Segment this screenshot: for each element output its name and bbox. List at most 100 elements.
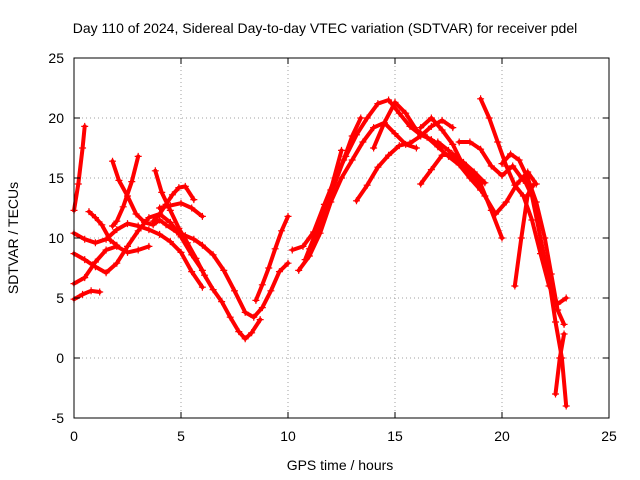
data-point (340, 156, 348, 164)
grid (74, 58, 609, 418)
data-point (449, 140, 457, 148)
series-sat-27 (552, 330, 568, 398)
data-point (305, 245, 313, 253)
series-line (478, 96, 569, 306)
data-point (258, 281, 266, 289)
data-point (284, 212, 292, 220)
y-axis-label: SDTVAR / TECUs (5, 182, 21, 294)
series-sat-7 (109, 157, 292, 321)
data-point (168, 191, 176, 199)
data-point (91, 258, 99, 266)
data-point (528, 192, 536, 200)
data-point (96, 288, 104, 296)
data-point (316, 222, 324, 230)
data-point (445, 146, 452, 154)
data-point (338, 146, 345, 154)
y-tick-label: 15 (48, 170, 64, 186)
data-point (85, 208, 93, 216)
data-point (265, 264, 273, 272)
data-point (209, 286, 217, 294)
data-point (295, 266, 303, 274)
series-sat-14 (288, 96, 446, 254)
data-point (87, 287, 95, 295)
data-point (192, 254, 200, 262)
series-sat-9 (151, 167, 264, 343)
data-point (151, 167, 159, 175)
data-point (156, 204, 164, 212)
data-point (406, 139, 414, 147)
data-point (109, 157, 117, 165)
data-point (427, 114, 435, 122)
data-point (299, 242, 307, 250)
series-line (307, 148, 344, 251)
data-point (288, 246, 296, 254)
data-point (352, 197, 360, 205)
series-sat-6 (85, 208, 121, 249)
data-point (119, 203, 127, 211)
series-line (296, 120, 419, 273)
data-point (466, 138, 474, 146)
data-point (134, 227, 142, 235)
data-point (380, 119, 388, 127)
data-point (175, 184, 183, 192)
data-point (156, 210, 164, 218)
data-point (552, 318, 559, 326)
data-point (256, 316, 264, 324)
data-point (235, 328, 243, 336)
data-point (481, 179, 489, 187)
data-point (271, 245, 279, 253)
series-sat-23 (477, 95, 570, 308)
data-point (81, 122, 89, 130)
data-point (198, 283, 206, 291)
x-tick-label: 10 (280, 428, 296, 444)
data-point (391, 98, 399, 106)
data-point (134, 246, 142, 254)
data-point (241, 335, 249, 343)
data-point (498, 172, 506, 180)
data-point (423, 133, 431, 141)
data-point (511, 181, 519, 189)
data-point (438, 151, 446, 159)
data-point (201, 271, 209, 279)
data-point (348, 132, 356, 140)
data-point (106, 236, 114, 244)
data-point (537, 234, 545, 242)
data-point (455, 138, 463, 146)
data-point (190, 235, 198, 243)
data-point (556, 354, 564, 362)
data-point (560, 320, 568, 328)
data-point (338, 174, 345, 182)
data-point (91, 239, 99, 247)
data-point (502, 198, 510, 206)
y-tick-label: -5 (52, 410, 65, 426)
y-tick-label: 5 (56, 290, 64, 306)
data-point (412, 126, 420, 134)
data-point (560, 330, 568, 338)
data-point (477, 145, 485, 153)
series-sat-8 (109, 152, 142, 230)
data-point (434, 138, 442, 146)
data-point (209, 251, 217, 259)
data-point (190, 196, 198, 204)
data-point (417, 180, 425, 188)
data-point (79, 144, 87, 152)
data-point (79, 290, 87, 298)
series-line (110, 159, 290, 320)
data-point (511, 282, 519, 290)
data-point (509, 162, 517, 170)
data-point (102, 269, 110, 277)
y-tick-label: 0 (56, 350, 64, 366)
series-sat-12 (252, 212, 292, 304)
data-point (250, 313, 258, 321)
data-point (166, 202, 174, 210)
data-point (102, 246, 110, 254)
data-point (124, 220, 131, 228)
series-line (153, 168, 263, 341)
series-sat-22 (455, 138, 527, 184)
data-point (166, 218, 174, 226)
data-point (385, 96, 393, 104)
data-point (395, 142, 403, 150)
data-point (258, 304, 266, 312)
data-point (241, 308, 249, 316)
data-point (74, 180, 82, 188)
